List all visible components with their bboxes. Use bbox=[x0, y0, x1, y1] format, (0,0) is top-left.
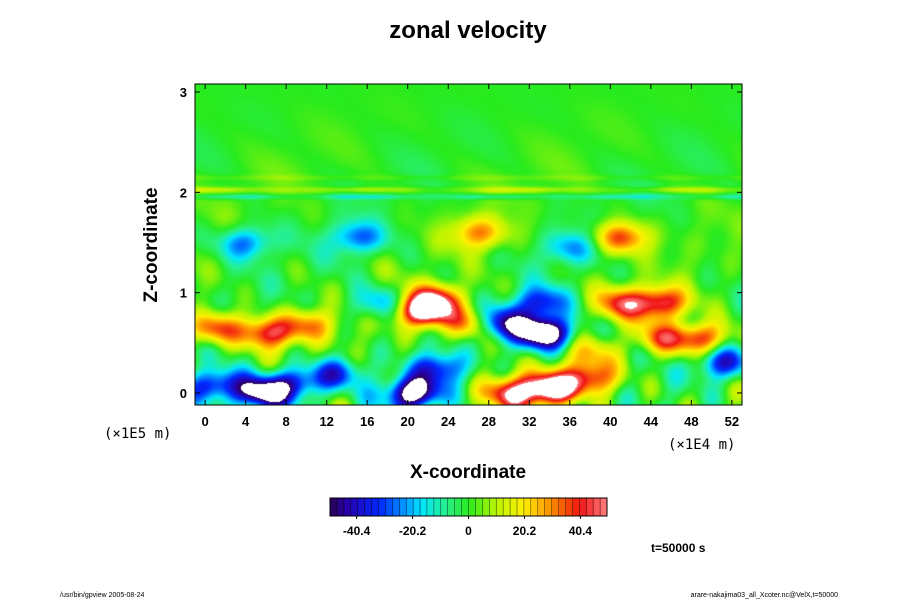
x-tick-label-6: 24 bbox=[441, 414, 456, 429]
colorbar-tick-label-1: -20.2 bbox=[399, 524, 427, 538]
y-axis-label: Z-coordinate bbox=[141, 187, 162, 302]
x-axis-label: X-coordinate bbox=[410, 462, 526, 483]
colorbar-tick-label-2: 0 bbox=[465, 524, 472, 538]
y-tick-label-2: 2 bbox=[180, 185, 187, 200]
footer-left: /usr/bin/gpview 2005-08-24 bbox=[60, 592, 145, 599]
y-tick-label-1: 1 bbox=[180, 286, 187, 301]
x-tick-label-5: 20 bbox=[400, 414, 414, 429]
x-axis: 0 4 8 12 16 20 24 28 32 36 40 44 48 52 bbox=[202, 84, 739, 429]
heatmap-image bbox=[195, 84, 742, 405]
colorbar: -40.4 -20.2 0 20.2 40.4 bbox=[329, 497, 608, 538]
colorbar-tick-label-0: -40.4 bbox=[343, 524, 371, 538]
heatmap-field bbox=[195, 84, 742, 405]
x-scale-label: (×1E4 m) bbox=[668, 437, 735, 453]
x-tick-label-13: 52 bbox=[725, 414, 739, 429]
x-tick-label-10: 40 bbox=[603, 414, 617, 429]
colorbar-dividers bbox=[336, 498, 601, 516]
y-tick-label-3: 3 bbox=[180, 85, 187, 100]
colorbar-tick-label-4: 40.4 bbox=[569, 524, 593, 538]
x-tick-label-11: 44 bbox=[644, 414, 659, 429]
colorbar-tick-label-3: 20.2 bbox=[513, 524, 537, 538]
x-tick-label-9: 36 bbox=[563, 414, 577, 429]
x-tick-label-12: 48 bbox=[684, 414, 698, 429]
plot-frame bbox=[194, 83, 743, 406]
footer-right: arare-nakajima03_all_Xcoter.nc@VelX,t=50… bbox=[691, 592, 839, 599]
chart-title: zonal velocity bbox=[389, 17, 547, 44]
time-label: t=50000 s bbox=[651, 541, 706, 555]
y-scale-label: (×1E5 m) bbox=[104, 426, 171, 442]
x-tick-label-7: 28 bbox=[482, 414, 496, 429]
x-tick-label-0: 0 bbox=[202, 414, 209, 429]
y-axis: 0 1 2 3 bbox=[180, 85, 742, 401]
x-tick-label-4: 16 bbox=[360, 414, 374, 429]
colorbar-ticks: -40.4 -20.2 0 20.2 40.4 bbox=[343, 516, 592, 538]
x-tick-label-3: 12 bbox=[319, 414, 333, 429]
x-tick-label-1: 4 bbox=[242, 414, 250, 429]
x-tick-label-8: 32 bbox=[522, 414, 536, 429]
y-tick-label-0: 0 bbox=[180, 386, 187, 401]
x-tick-label-2: 8 bbox=[283, 414, 290, 429]
